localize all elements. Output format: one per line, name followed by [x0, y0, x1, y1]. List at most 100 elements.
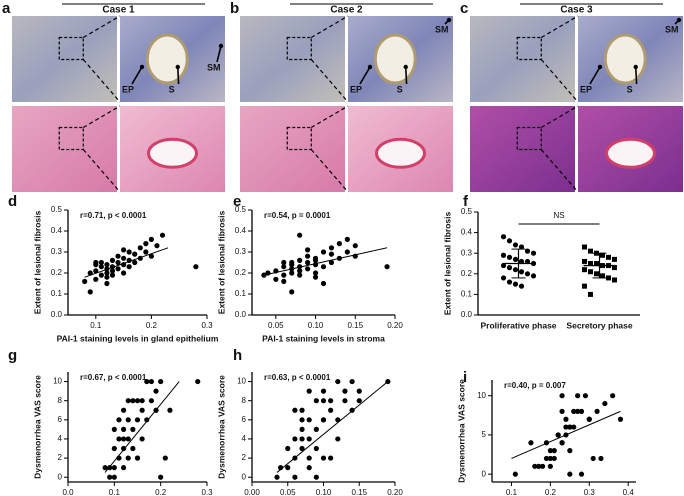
point: [134, 398, 141, 404]
point: [93, 259, 99, 266]
point: [312, 270, 319, 276]
point: [320, 398, 327, 404]
arrow: [176, 66, 180, 85]
point: [320, 264, 327, 270]
point: [567, 448, 573, 454]
arrow-head: [446, 17, 452, 23]
arrow: [589, 66, 601, 85]
point: [159, 232, 166, 238]
point: [115, 253, 121, 259]
point: [532, 463, 538, 469]
point: [588, 291, 593, 297]
x-tick-label: 0.05: [268, 321, 284, 330]
y-tick-label: 4: [242, 434, 247, 443]
point: [111, 445, 117, 452]
y-tick-label: 10: [477, 391, 486, 400]
point: [588, 269, 593, 275]
ihc-image: [470, 16, 575, 102]
zoom-line: [310, 149, 349, 193]
point: [306, 455, 312, 461]
point: [93, 276, 99, 282]
point: [551, 455, 557, 462]
gland: [147, 137, 198, 169]
zoom-line: [82, 149, 121, 193]
point: [289, 270, 295, 276]
x-tick-label: 0.4: [623, 488, 635, 496]
point: [154, 243, 160, 249]
panel-letter: h: [233, 347, 242, 364]
y-tick-label: 0.3: [235, 247, 247, 256]
arrow-head: [633, 64, 638, 70]
point: [121, 465, 127, 471]
y-tick-label: 0.4: [461, 228, 473, 237]
point: [144, 378, 150, 385]
panel-letter: c: [460, 0, 468, 17]
point: [134, 417, 141, 423]
point: [292, 474, 298, 480]
x-tick-label: 0.15: [347, 321, 363, 330]
arrow-head: [597, 64, 603, 70]
case-label: Case 1: [102, 5, 135, 16]
point: [87, 289, 93, 295]
fit-line: [84, 247, 169, 278]
zoom-box: [286, 126, 312, 151]
point: [328, 245, 335, 251]
point: [320, 417, 327, 423]
point: [109, 257, 116, 263]
point: [292, 436, 298, 442]
point: [313, 445, 319, 452]
x-tick-label: 0.00: [244, 488, 260, 496]
point: [543, 455, 550, 462]
y-axis-label: Extent of lesional fibrosis: [216, 211, 226, 315]
point: [306, 465, 312, 471]
image-label: SM: [665, 24, 679, 34]
zoom-line: [540, 59, 579, 103]
point: [104, 280, 110, 287]
point: [274, 474, 280, 480]
point: [559, 440, 565, 446]
gland: [375, 137, 426, 169]
point: [143, 249, 149, 255]
point: [143, 241, 149, 247]
point: [344, 249, 350, 255]
y-tick-label: 2: [242, 453, 247, 462]
zoom-box: [58, 126, 84, 151]
point: [139, 407, 145, 413]
point: [563, 416, 569, 422]
image-label: EP: [122, 84, 134, 94]
point: [121, 255, 127, 261]
annotation: r=0.63, p < 0.0001: [264, 373, 331, 382]
zoom-box: [58, 36, 84, 61]
point: [582, 244, 587, 250]
point: [305, 259, 311, 266]
y-axis-label: Dysmenorrhea VAS score: [32, 375, 42, 479]
x-tick-label: 0.20: [387, 488, 403, 496]
point: [313, 474, 319, 480]
point: [559, 408, 565, 414]
point: [539, 463, 546, 469]
point: [306, 436, 312, 442]
fit-line: [511, 410, 621, 459]
panel-letter: i: [463, 369, 467, 386]
point: [563, 424, 569, 430]
point: [313, 426, 319, 432]
y-tick-label: 6: [242, 415, 247, 424]
point: [148, 236, 154, 242]
x-tick-label: Proliferative phase: [480, 320, 556, 330]
gland: [145, 33, 189, 85]
zoom-line: [310, 105, 349, 129]
point: [104, 270, 110, 276]
point: [500, 234, 507, 240]
x-tick-label: 0.15: [351, 488, 367, 496]
y-tick-label: 0.2: [461, 269, 473, 278]
point: [134, 455, 141, 461]
y-tick-label: 0.5: [235, 205, 247, 214]
point: [328, 398, 334, 404]
point: [530, 250, 537, 256]
x-tick-label: 0.20: [387, 321, 403, 330]
point: [500, 252, 507, 258]
y-tick-label: 0.1: [235, 289, 247, 298]
ihc-image: [12, 16, 117, 102]
zoom-box: [286, 36, 312, 61]
annotation: NS: [553, 211, 564, 220]
